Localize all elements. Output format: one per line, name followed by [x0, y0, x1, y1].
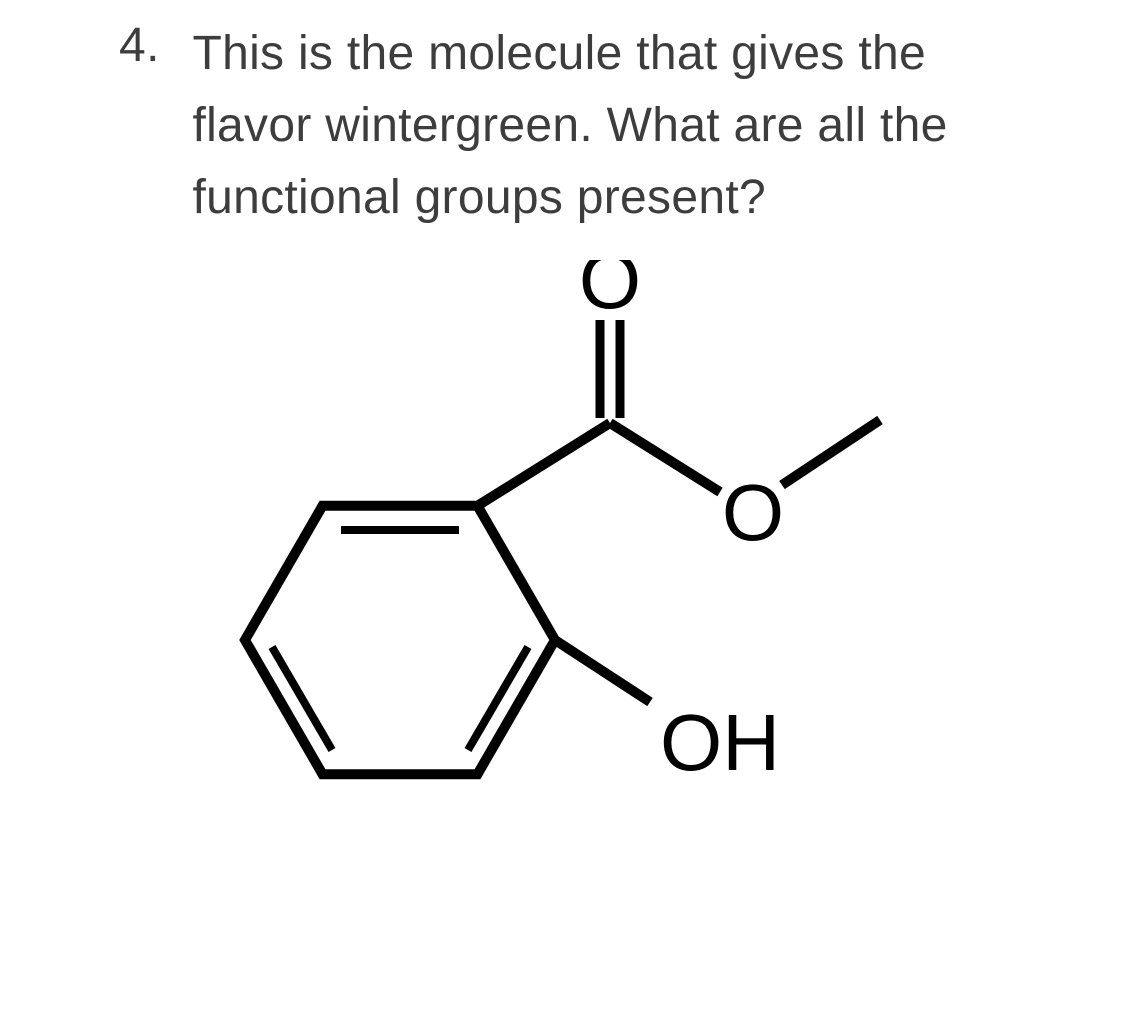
- question-block: 4. This is the molecule that gives the f…: [100, 18, 1060, 234]
- bond-ester-o-to-methyl: [782, 420, 880, 485]
- bond-carbonyl-to-ester-o: [610, 423, 720, 492]
- question-number: 4.: [100, 18, 160, 73]
- benzene-ring-outline: [245, 506, 555, 774]
- atom-label-ester-o: O: [722, 468, 784, 557]
- atom-label-carbonyl-o: O: [579, 260, 641, 325]
- molecule-diagram: O O OH: [220, 260, 920, 960]
- bond-ring-to-oh: [555, 640, 650, 702]
- page: 4. This is the molecule that gives the f…: [0, 0, 1125, 1012]
- question-text: This is the molecule that gives the flav…: [192, 18, 1012, 234]
- atom-label-oh: OH: [660, 698, 780, 787]
- molecule-svg: O O OH: [220, 260, 920, 960]
- bond-ring-to-carbonyl: [478, 423, 611, 506]
